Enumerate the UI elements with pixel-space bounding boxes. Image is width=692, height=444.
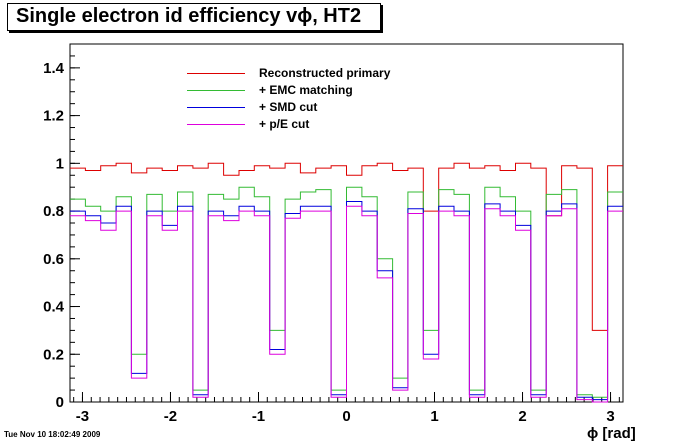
- legend-swatch: [187, 73, 245, 74]
- legend-swatch: [187, 124, 245, 125]
- legend-label: + p/E cut: [259, 117, 310, 131]
- tick-labels: 0 0.2 0.4 0.6 0.8 1 1.2 1.4 -3 -2 -1 0 1 2 3: [43, 60, 615, 425]
- x-tick-label: -1: [252, 408, 265, 425]
- series-line-0: [70, 162, 623, 331]
- series-group: [70, 162, 623, 403]
- y-tick-label: 0.8: [43, 203, 64, 220]
- x-tick-label: 3: [606, 408, 614, 425]
- legend-swatch: [187, 90, 245, 91]
- timestamp: Tue Nov 10 18:02:49 2009: [4, 430, 101, 439]
- legend-item-pe-cut: + p/E cut: [183, 117, 390, 133]
- y-tick-label: 0.6: [43, 251, 64, 268]
- legend-item-smd-cut: + SMD cut: [183, 100, 390, 116]
- x-tick-label: 2: [518, 408, 526, 425]
- axis-ticks: [70, 43, 620, 403]
- legend-label: + EMC matching: [259, 83, 353, 97]
- x-tick-label: 1: [430, 408, 438, 425]
- x-axis-title: ϕ [rad]: [587, 425, 636, 442]
- x-tick-label: -3: [76, 408, 89, 425]
- legend-swatch: [187, 107, 245, 108]
- legend-item-reconstructed-primary: Reconstructed primary: [183, 66, 390, 82]
- y-tick-label: 1: [56, 155, 64, 172]
- legend-label: + SMD cut: [259, 100, 318, 114]
- x-tick-label: 0: [342, 408, 350, 425]
- x-tick-label: -2: [164, 408, 177, 425]
- y-tick-label: 1.2: [43, 108, 64, 125]
- y-tick-label: 0: [56, 394, 64, 411]
- y-tick-label: 1.4: [43, 60, 65, 77]
- y-tick-label: 0.4: [43, 299, 65, 316]
- legend-label: Reconstructed primary: [259, 66, 391, 80]
- chart-title: Single electron id efficiency vϕ, HT2: [16, 5, 362, 27]
- series-line-3: [70, 205, 623, 403]
- legend-item-emc-matching: + EMC matching: [183, 83, 390, 99]
- legend: Reconstructed primary + EMC matching + S…: [183, 64, 390, 133]
- chart-title-box: Single electron id efficiency vϕ, HT2: [7, 3, 381, 31]
- y-tick-label: 0.2: [43, 346, 64, 363]
